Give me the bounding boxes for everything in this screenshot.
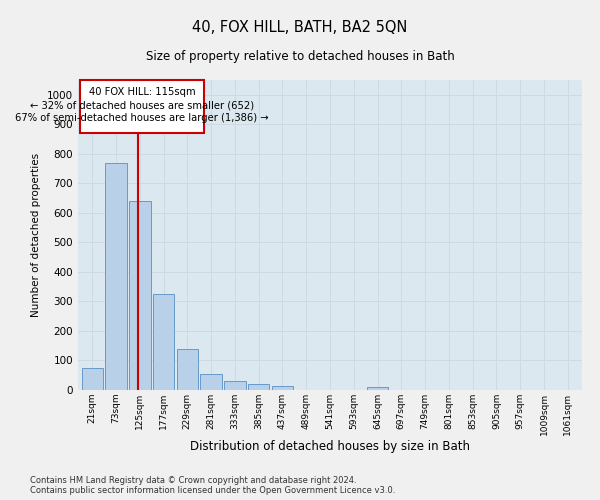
Text: 40 FOX HILL: 115sqm
← 32% of detached houses are smaller (652)
67% of semi-detac: 40 FOX HILL: 115sqm ← 32% of detached ho… (16, 87, 269, 124)
Bar (248, 384, 269, 390)
Bar (272, 386, 293, 390)
X-axis label: Distribution of detached houses by size in Bath: Distribution of detached houses by size … (190, 440, 470, 454)
Text: 40, FOX HILL, BATH, BA2 5QN: 40, FOX HILL, BATH, BA2 5QN (193, 20, 407, 35)
Bar (106, 162, 127, 390)
Bar (176, 348, 198, 390)
Bar (224, 381, 245, 390)
Bar (200, 374, 222, 390)
Bar (129, 201, 151, 390)
Bar (153, 294, 174, 390)
Text: Size of property relative to detached houses in Bath: Size of property relative to detached ho… (146, 50, 454, 63)
Y-axis label: Number of detached properties: Number of detached properties (31, 153, 41, 317)
Text: Contains HM Land Registry data © Crown copyright and database right 2024.: Contains HM Land Registry data © Crown c… (30, 476, 356, 485)
FancyBboxPatch shape (80, 80, 204, 133)
Bar (367, 387, 388, 390)
Text: Contains public sector information licensed under the Open Government Licence v3: Contains public sector information licen… (30, 486, 395, 495)
Bar (82, 368, 103, 390)
